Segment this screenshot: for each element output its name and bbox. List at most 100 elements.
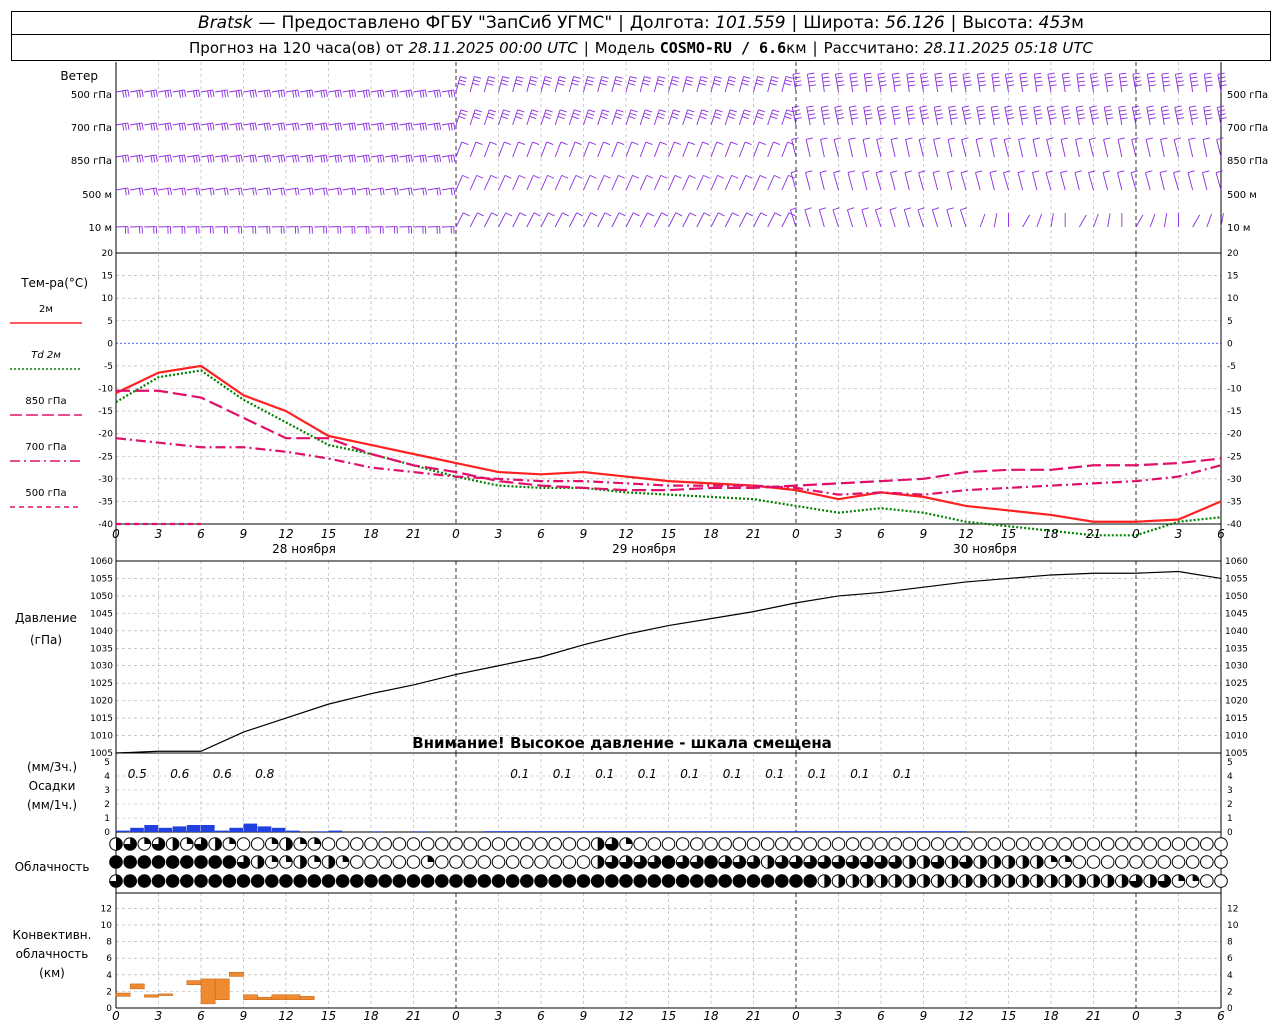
temp-ytick-right: -5 — [1227, 362, 1236, 372]
wind-barb — [257, 122, 270, 126]
wind-barb-feather — [773, 174, 781, 179]
wind-barb-feather — [907, 113, 915, 116]
wind-barb-feather — [136, 90, 139, 98]
conv-cloud-bar — [144, 994, 159, 998]
temp-ytick-right: -20 — [1227, 430, 1242, 440]
cloud-cover-symbol — [420, 837, 435, 851]
wind-barb-feather — [155, 154, 158, 162]
wind-barb-feather — [396, 154, 399, 162]
wind-barb — [979, 213, 986, 228]
wind-barb-feather — [819, 207, 827, 211]
wind-barb-feather — [770, 79, 778, 83]
wind-barb-feather — [1091, 80, 1099, 83]
wind-barb — [905, 107, 910, 126]
wind-barb-feather — [226, 122, 229, 130]
cloud-cover-fill — [123, 837, 137, 851]
precip-bar — [739, 831, 753, 832]
wind-barb-feather — [127, 187, 130, 195]
wind-barb-feather — [297, 89, 300, 97]
wind-barb-feather — [1132, 105, 1140, 108]
cloud-cover-fill — [194, 837, 208, 851]
precip-bar — [498, 831, 513, 832]
wind-barb-feather — [879, 84, 887, 87]
time-axis-top-hour-label: 12 — [278, 527, 293, 541]
pressure-ytick-left: 1060 — [90, 557, 113, 567]
wind-barb-feather — [1147, 72, 1155, 75]
wind-barb-feather — [339, 154, 342, 162]
wind-barb — [1036, 213, 1043, 228]
wind-barb-feather — [771, 112, 779, 116]
precip-ytick-left: 0 — [104, 828, 110, 838]
cloud-cover-symbol — [165, 855, 180, 869]
precip-ytick-right: 2 — [1227, 800, 1233, 810]
wind-barb-feather — [600, 116, 608, 120]
wind-barb-feather — [410, 122, 413, 130]
wind-barb-feather — [459, 79, 467, 83]
wind-barb-feather — [138, 155, 142, 163]
wind-barb-feather — [368, 187, 371, 195]
wind-barb — [229, 89, 242, 93]
wind-barb — [540, 76, 546, 93]
wind-barb-feather — [1105, 76, 1113, 79]
wind-barb-feather — [875, 207, 883, 211]
wind-barb-feather — [1062, 76, 1070, 79]
cloud-cover-symbol — [675, 837, 690, 851]
wind-barb — [960, 172, 967, 191]
wind-barb — [611, 109, 618, 126]
wind-barb-feather — [280, 188, 283, 196]
wind-barb — [370, 187, 383, 191]
wind-barb — [158, 89, 171, 93]
cloud-cover-fill — [994, 874, 1001, 888]
cloud-cover-symbol — [520, 874, 534, 888]
cloud-cover-symbol — [548, 837, 562, 851]
precip-ytick-left: 1 — [104, 814, 110, 824]
wind-barb-feather — [964, 84, 972, 87]
wind-barb-feather — [1219, 80, 1227, 83]
wind-barb-feather — [807, 72, 815, 75]
wind-barb-feather — [518, 141, 526, 145]
cloud-cover-fill — [846, 855, 859, 869]
wind-barb-feather — [785, 76, 793, 79]
wind-barb-feather — [254, 89, 257, 97]
wind-barb — [990, 139, 995, 158]
wind-barb — [540, 109, 547, 126]
wind-barb-feather — [574, 109, 582, 113]
cloud-cover-symbol — [874, 837, 888, 851]
wind-barb — [961, 139, 967, 158]
wind-barb — [597, 109, 604, 126]
precip-bar — [866, 831, 881, 832]
cloud-cover-symbol — [477, 855, 492, 869]
wind-barb-feather — [836, 80, 844, 83]
wind-barb-feather — [164, 123, 167, 131]
precip-ytick-right: 0 — [1227, 828, 1233, 838]
wind-barb — [144, 154, 157, 158]
wind-barb-feather — [1062, 109, 1070, 112]
wind-barb-feather — [656, 116, 664, 120]
wind-barb — [862, 172, 868, 191]
cloud-cover-symbol — [463, 837, 477, 851]
wind-barb-feather — [835, 109, 843, 112]
time-axis-bottom-hour-label: 6 — [197, 1009, 205, 1023]
wind-barb-feather — [1191, 80, 1199, 83]
wind-barb-feather — [950, 113, 958, 116]
wind-barb-feather — [1134, 117, 1142, 120]
wind-barb — [710, 109, 717, 126]
wind-barb-feather — [730, 141, 738, 145]
temp-series-line — [115, 437, 1222, 496]
wind-barb-feather — [477, 212, 484, 217]
wind-barb — [653, 175, 662, 191]
wind-barb-feather — [294, 155, 297, 163]
wind-barb — [1202, 172, 1208, 191]
cloud-cover-symbol — [803, 874, 817, 888]
wind-barb-feather — [601, 76, 609, 79]
wind-barb-feather — [269, 122, 272, 130]
wind-barb — [583, 175, 591, 191]
precip-bar — [229, 827, 243, 832]
wind-barb-feather — [629, 79, 637, 83]
wind-barb — [583, 141, 590, 158]
wind-barb-feather — [907, 80, 915, 83]
wind-barb — [1078, 214, 1087, 228]
cloud-cover-fill — [172, 837, 179, 851]
wind-barb — [512, 76, 518, 93]
wind-barb-feather — [1077, 80, 1085, 83]
